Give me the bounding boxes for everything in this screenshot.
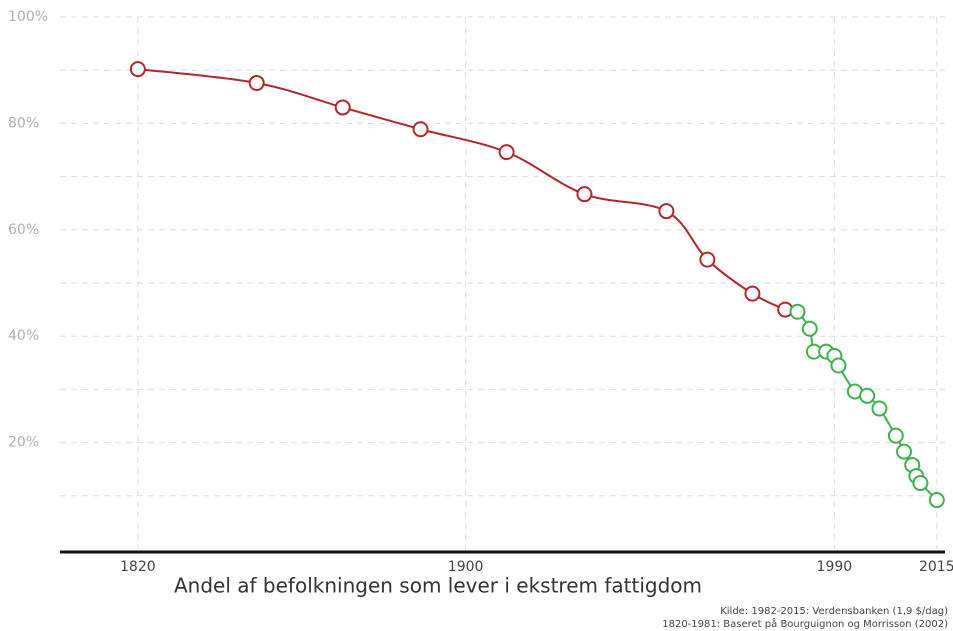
y-tick-label: 40%	[8, 328, 39, 344]
point	[928, 492, 945, 509]
point	[887, 427, 904, 444]
point	[859, 387, 876, 404]
x-tick-label: 1900	[448, 559, 484, 575]
source: 1820-1981: Baseret på Bourguignon og Mor…	[662, 617, 948, 630]
y-tick-label: 100%	[8, 9, 48, 25]
point	[498, 144, 515, 161]
point	[699, 251, 716, 268]
point	[830, 357, 847, 374]
point	[334, 99, 351, 116]
line	[137, 68, 786, 311]
y-tick-label: 80%	[8, 115, 39, 131]
point	[412, 121, 429, 138]
y-tick-label: 60%	[8, 222, 39, 238]
point	[801, 320, 818, 337]
chart-title: Andel af befolkningen som lever i ekstre…	[174, 574, 702, 598]
point	[129, 61, 146, 78]
point	[912, 475, 929, 492]
point	[871, 400, 888, 417]
point	[248, 74, 265, 91]
x-tick-label: 2015	[919, 559, 953, 575]
x-tick-label: 1990	[817, 559, 853, 575]
y-tick-label: 20%	[8, 435, 39, 451]
point	[576, 186, 593, 203]
x-tick-label: 1820	[120, 559, 156, 575]
point	[896, 443, 913, 460]
point	[789, 303, 806, 320]
source: Kilde: 1982-2015: Verdensbanken (1,9 $/d…	[720, 606, 948, 617]
point	[744, 285, 761, 302]
point	[658, 203, 675, 220]
